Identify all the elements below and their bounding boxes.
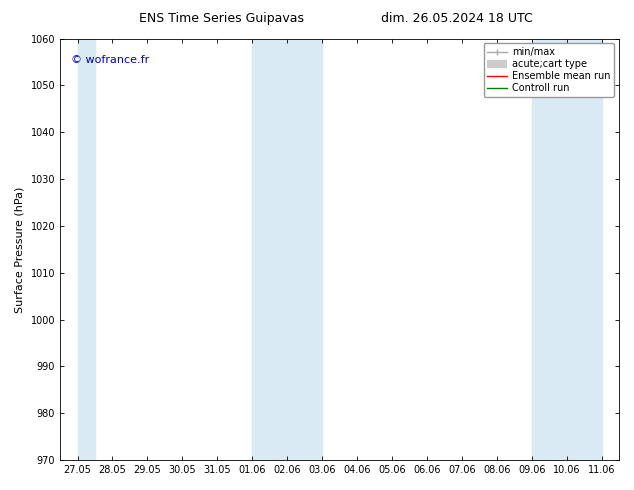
Y-axis label: Surface Pressure (hPa): Surface Pressure (hPa) (15, 186, 25, 313)
Text: ENS Time Series Guipavas: ENS Time Series Guipavas (139, 12, 304, 25)
Legend: min/max, acute;cart type, Ensemble mean run, Controll run: min/max, acute;cart type, Ensemble mean … (484, 44, 614, 97)
Text: dim. 26.05.2024 18 UTC: dim. 26.05.2024 18 UTC (380, 12, 533, 25)
Bar (77, 39, 95, 460)
Bar (532, 39, 602, 460)
Bar (252, 39, 322, 460)
Text: © wofrance.fr: © wofrance.fr (71, 55, 150, 66)
